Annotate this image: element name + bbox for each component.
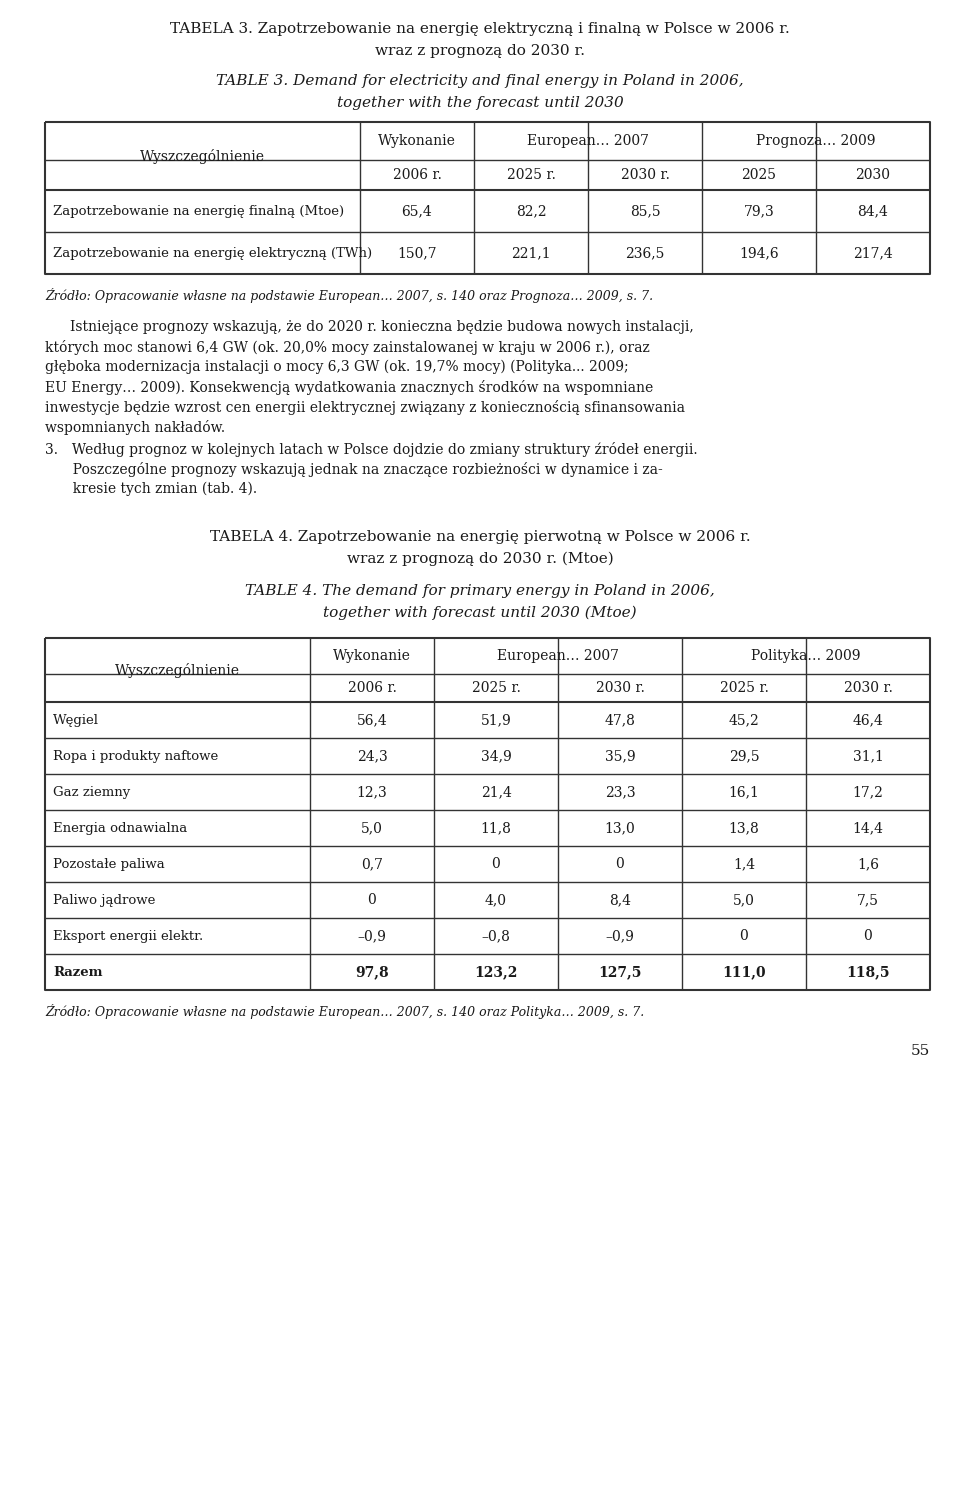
- Text: European… 2007: European… 2007: [497, 649, 619, 663]
- Text: 8,4: 8,4: [609, 893, 631, 907]
- Text: 23,3: 23,3: [605, 785, 636, 800]
- Text: Eksport energii elektr.: Eksport energii elektr.: [53, 929, 204, 943]
- Text: 123,2: 123,2: [474, 965, 517, 979]
- Text: Razem: Razem: [53, 965, 103, 979]
- Text: 56,4: 56,4: [356, 712, 388, 727]
- Text: 11,8: 11,8: [481, 821, 512, 834]
- Text: Gaz ziemny: Gaz ziemny: [53, 786, 131, 798]
- Text: Istniejące prognozy wskazują, że do 2020 r. konieczna będzie budowa nowych insta: Istniejące prognozy wskazują, że do 2020…: [70, 319, 694, 334]
- Text: 55: 55: [911, 1044, 930, 1059]
- Text: Źródło: Opracowanie własne na podstawie European… 2007, s. 140 oraz Polityka… 20: Źródło: Opracowanie własne na podstawie …: [45, 1005, 644, 1020]
- Text: wraz z prognozą do 2030 r. (Mtoe): wraz z prognozą do 2030 r. (Mtoe): [347, 553, 613, 566]
- Text: Prognoza… 2009: Prognoza… 2009: [756, 134, 876, 148]
- Text: 4,0: 4,0: [485, 893, 507, 907]
- Text: Pozostałe paliwa: Pozostałe paliwa: [53, 857, 165, 870]
- Text: 35,9: 35,9: [605, 748, 636, 764]
- Text: 51,9: 51,9: [481, 712, 512, 727]
- Text: TABELA 4. Zapotrzebowanie na energię pierwotną w Polsce w 2006 r.: TABELA 4. Zapotrzebowanie na energię pie…: [209, 530, 751, 544]
- Text: których moc stanowi 6,4 GW (ok. 20,0% mocy zainstalowanej w kraju w 2006 r.), or: których moc stanowi 6,4 GW (ok. 20,0% mo…: [45, 340, 650, 355]
- Text: Węgiel: Węgiel: [53, 714, 99, 726]
- Text: TABLE 4. The demand for primary energy in Poland in 2006,: TABLE 4. The demand for primary energy i…: [245, 584, 715, 598]
- Text: Paliwo jądrowe: Paliwo jądrowe: [53, 893, 156, 907]
- Text: 0: 0: [864, 929, 873, 943]
- Text: TABLE 3. Demand for electricity and final energy in Poland in 2006,: TABLE 3. Demand for electricity and fina…: [216, 74, 744, 87]
- Text: 150,7: 150,7: [397, 245, 437, 261]
- Text: głęboka modernizacja instalacji o mocy 6,3 GW (ok. 19,7% mocy) (Polityka... 2009: głęboka modernizacja instalacji o mocy 6…: [45, 360, 629, 375]
- Text: 13,8: 13,8: [729, 821, 759, 834]
- Text: 13,0: 13,0: [605, 821, 636, 834]
- Text: 2030: 2030: [855, 169, 891, 182]
- Text: 118,5: 118,5: [847, 965, 890, 979]
- Text: European… 2007: European… 2007: [527, 134, 649, 148]
- Text: kresie tych zmian (tab. 4).: kresie tych zmian (tab. 4).: [45, 482, 257, 497]
- Text: 84,4: 84,4: [857, 203, 888, 218]
- Text: Polityka… 2009: Polityka… 2009: [752, 649, 861, 663]
- Text: EU Energy… 2009). Konsekwencją wydatkowania znacznych środków na wspomniane: EU Energy… 2009). Konsekwencją wydatkowa…: [45, 380, 653, 395]
- Text: Zapotrzebowanie na energię elektryczną (TWh): Zapotrzebowanie na energię elektryczną (…: [53, 247, 372, 259]
- Text: 34,9: 34,9: [481, 748, 512, 764]
- Text: 17,2: 17,2: [852, 785, 883, 800]
- Text: 16,1: 16,1: [729, 785, 759, 800]
- Text: 2025 r.: 2025 r.: [507, 169, 556, 182]
- Text: 45,2: 45,2: [729, 712, 759, 727]
- Text: 7,5: 7,5: [857, 893, 879, 907]
- Text: 2006 r.: 2006 r.: [348, 681, 396, 694]
- Text: Poszczególne prognozy wskazują jednak na znaczące rozbieżności w dynamice i za-: Poszczególne prognozy wskazują jednak na…: [45, 462, 662, 477]
- Text: 5,0: 5,0: [733, 893, 755, 907]
- Text: Ropa i produkty naftowe: Ropa i produkty naftowe: [53, 750, 218, 762]
- Text: 127,5: 127,5: [598, 965, 641, 979]
- Text: 2030 r.: 2030 r.: [844, 681, 893, 694]
- Text: wraz z prognozą do 2030 r.: wraz z prognozą do 2030 r.: [375, 44, 585, 59]
- Text: Energia odnawialna: Energia odnawialna: [53, 821, 187, 834]
- Text: TABELA 3. Zapotrzebowanie na energię elektryczną i finalną w Polsce w 2006 r.: TABELA 3. Zapotrzebowanie na energię ele…: [170, 23, 790, 36]
- Text: 2025 r.: 2025 r.: [720, 681, 768, 694]
- Text: Źródło: Opracowanie własne na podstawie European… 2007, s. 140 oraz Prognoza… 20: Źródło: Opracowanie własne na podstawie …: [45, 288, 653, 303]
- Text: –0,9: –0,9: [606, 929, 635, 943]
- Text: 2006 r.: 2006 r.: [393, 169, 442, 182]
- Text: 0,7: 0,7: [361, 857, 383, 870]
- Text: 0: 0: [492, 857, 500, 870]
- Text: Wykonanie: Wykonanie: [333, 649, 411, 663]
- Text: together with the forecast until 2030: together with the forecast until 2030: [337, 96, 623, 110]
- Text: 14,4: 14,4: [852, 821, 883, 834]
- Text: inwestycje będzie wzrost cen energii elektrycznej związany z koniecznością sfina: inwestycje będzie wzrost cen energii ele…: [45, 401, 685, 416]
- Text: Zapotrzebowanie na energię finalną (Mtoe): Zapotrzebowanie na energię finalną (Mtoe…: [53, 205, 344, 217]
- Text: 2030 r.: 2030 r.: [595, 681, 644, 694]
- Text: 3. Według prognoz w kolejnych latach w Polsce dojdzie do zmiany struktury źródeł: 3. Według prognoz w kolejnych latach w P…: [45, 441, 698, 456]
- Text: 31,1: 31,1: [852, 748, 883, 764]
- Text: 2030 r.: 2030 r.: [620, 169, 669, 182]
- Text: –0,9: –0,9: [357, 929, 387, 943]
- Text: 2025: 2025: [741, 169, 777, 182]
- Text: 221,1: 221,1: [511, 245, 551, 261]
- Text: 2025 r.: 2025 r.: [471, 681, 520, 694]
- Text: 47,8: 47,8: [605, 712, 636, 727]
- Text: 21,4: 21,4: [481, 785, 512, 800]
- Text: 85,5: 85,5: [630, 203, 660, 218]
- Text: 82,2: 82,2: [516, 203, 546, 218]
- Text: 97,8: 97,8: [355, 965, 389, 979]
- Text: 0: 0: [615, 857, 624, 870]
- Text: Wykonanie: Wykonanie: [378, 134, 456, 148]
- Text: 1,6: 1,6: [857, 857, 879, 870]
- Text: 194,6: 194,6: [739, 245, 779, 261]
- Text: wspomnianych nakładów.: wspomnianych nakładów.: [45, 420, 226, 435]
- Text: 65,4: 65,4: [401, 203, 432, 218]
- Text: together with forecast until 2030 (Mtoe): together with forecast until 2030 (Mtoe): [324, 605, 636, 620]
- Text: 236,5: 236,5: [625, 245, 664, 261]
- Text: 111,0: 111,0: [722, 965, 766, 979]
- Text: 46,4: 46,4: [852, 712, 883, 727]
- Text: Wyszczególnienie: Wyszczególnienie: [140, 149, 265, 164]
- Text: 24,3: 24,3: [356, 748, 388, 764]
- Text: Wyszczególnienie: Wyszczególnienie: [115, 663, 240, 678]
- Text: –0,8: –0,8: [482, 929, 511, 943]
- Text: 12,3: 12,3: [356, 785, 388, 800]
- Text: 29,5: 29,5: [729, 748, 759, 764]
- Text: 0: 0: [739, 929, 749, 943]
- Text: 1,4: 1,4: [732, 857, 756, 870]
- Text: 217,4: 217,4: [853, 245, 893, 261]
- Text: 0: 0: [368, 893, 376, 907]
- Text: 79,3: 79,3: [744, 203, 775, 218]
- Text: 5,0: 5,0: [361, 821, 383, 834]
